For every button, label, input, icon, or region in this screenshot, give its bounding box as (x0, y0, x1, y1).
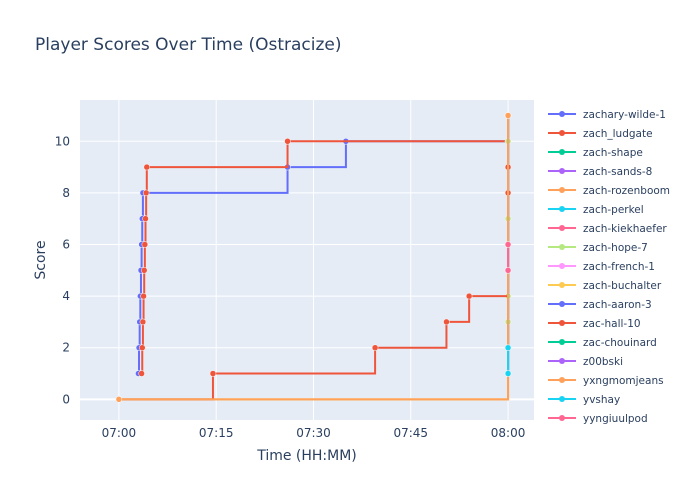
legend-item-yvshay[interactable]: yvshay (548, 394, 620, 406)
legend[interactable]: zachary-wilde-1 zach_ludgate zach-shape zac… (548, 109, 670, 425)
legend-item-zach-french-1[interactable]: zach-french-1 (548, 261, 655, 273)
series-line-zach_ludgate (141, 140, 509, 375)
data-point-yxngmomjeans (115, 396, 123, 403)
series-line-zachary-wilde-1 (138, 140, 509, 375)
legend-label: zach-sands-8 (583, 166, 652, 178)
legend-label: zac-hall-10 (583, 318, 641, 330)
legend-item-yyngiuulpod[interactable]: yyngiuulpod (548, 413, 648, 425)
x-tick-label: 07:45 (393, 426, 428, 440)
legend-swatch-marker (559, 130, 565, 136)
legend-label: zach-perkel (583, 204, 644, 216)
data-point-yvshay (504, 370, 512, 377)
data-point-zach_ludgate (284, 138, 291, 145)
y-axis-title: Score (33, 240, 49, 279)
data-point-yyngiuulpod (504, 241, 512, 248)
data-point-zac-hall-10 (371, 344, 379, 351)
y-tick-label: 10 (55, 134, 70, 148)
legend-label: z00bski (583, 356, 623, 368)
legend-label: zac-chouinard (583, 337, 657, 349)
legend-swatch-marker (559, 244, 565, 250)
legend-swatch-marker (559, 320, 565, 326)
data-point-zach_ludgate (140, 292, 147, 300)
legend-item-zach-shape[interactable]: zach-shape (548, 147, 643, 159)
legend-swatch-marker (559, 263, 565, 269)
legend-item-yxngmomjeans[interactable]: yxngmomjeans (548, 375, 664, 387)
y-tick-label: 2 (62, 341, 70, 355)
legend-swatch-marker (559, 301, 565, 307)
data-point-zach_ludgate (142, 189, 150, 197)
y-tick-labels: 0 2 4 6 8 10 (55, 134, 70, 406)
series-line-yxngmomjeans (118, 115, 510, 401)
chart-title: Player Scores Over Time (Ostracize) (35, 35, 342, 55)
data-point-zach_ludgate (142, 215, 149, 222)
y-tick-label: 8 (62, 186, 70, 200)
legend-label: zach-aaron-3 (583, 299, 652, 311)
data-point-zac-hall-10 (443, 318, 450, 326)
legend-item-zach-sands-8[interactable]: zach-sands-8 (548, 166, 652, 178)
legend-swatch-marker (559, 415, 565, 421)
legend-label: yxngmomjeans (583, 375, 664, 387)
legend-label: zach-rozenboom (583, 185, 670, 197)
legend-swatch-marker (559, 206, 565, 212)
legend-swatch-marker (559, 282, 565, 288)
legend-swatch-marker (559, 225, 565, 231)
legend-item-zach-kiekhaefer[interactable]: zach-kiekhaefer (548, 223, 667, 235)
legend-item-zach-rozenboom[interactable]: zach-rozenboom (548, 185, 670, 197)
legend-swatch-marker (559, 187, 565, 193)
plot-area (80, 100, 534, 420)
data-point-zach_ludgate (139, 344, 146, 351)
legend-item-zachary-wilde-1[interactable]: zachary-wilde-1 (548, 109, 666, 121)
legend-item-zach-hope-7[interactable]: zach-hope-7 (548, 242, 648, 254)
data-point-yvshay (504, 344, 512, 351)
legend-label: yvshay (583, 394, 620, 406)
x-tick-labels: 07:00 07:15 07:30 07:45 08:00 (102, 426, 526, 440)
x-tick-label: 07:00 (102, 426, 137, 440)
y-tick-label: 0 (62, 392, 70, 406)
data-point-zach_ludgate (138, 370, 145, 377)
legend-swatch-marker (559, 168, 565, 174)
series-group (115, 112, 512, 403)
data-point-zach_ludgate (140, 267, 148, 274)
legend-item-zac-hall-10[interactable]: zac-hall-10 (548, 318, 641, 330)
legend-swatch-marker (559, 111, 565, 117)
legend-item-zach-buchalter[interactable]: zach-buchalter (548, 280, 662, 292)
data-point-yxngmomjeans (504, 112, 512, 119)
data-point-yyngiuulpod (504, 267, 512, 274)
legend-item-zach_ludgate[interactable]: zach_ludgate (548, 128, 653, 140)
legend-swatch-marker (559, 149, 565, 155)
data-point-zac-hall-10 (209, 370, 217, 377)
x-tick-label: 07:15 (199, 426, 234, 440)
legend-swatch-marker (559, 377, 565, 383)
legend-label: zach_ludgate (583, 128, 653, 140)
y-tick-label: 6 (62, 238, 70, 252)
legend-swatch-marker (559, 396, 565, 402)
legend-swatch-marker (559, 339, 565, 345)
data-point-zach_ludgate (139, 318, 147, 326)
legend-label: zach-kiekhaefer (583, 223, 667, 235)
legend-item-z00bski[interactable]: z00bski (548, 356, 623, 368)
x-axis-title: Time (HH:MM) (256, 448, 357, 464)
legend-item-zach-perkel[interactable]: zach-perkel (548, 204, 644, 216)
data-point-zac-hall-10 (465, 292, 473, 300)
legend-label: zach-french-1 (583, 261, 655, 273)
x-tick-label: 08:00 (491, 426, 526, 440)
legend-item-zach-aaron-3[interactable]: zach-aaron-3 (548, 299, 652, 311)
x-tick-label: 07:30 (296, 426, 331, 440)
legend-label: zach-shape (583, 147, 643, 159)
y-tick-label: 4 (62, 289, 70, 303)
legend-label: yyngiuulpod (583, 413, 648, 425)
legend-label: zach-hope-7 (583, 242, 648, 254)
legend-label: zachary-wilde-1 (583, 109, 666, 121)
legend-item-zac-chouinard[interactable]: zac-chouinard (548, 337, 657, 349)
legend-label: zach-buchalter (583, 280, 662, 292)
data-point-zach_ludgate (141, 241, 149, 248)
data-point-zach_ludgate (143, 163, 151, 171)
legend-swatch-marker (559, 358, 565, 364)
